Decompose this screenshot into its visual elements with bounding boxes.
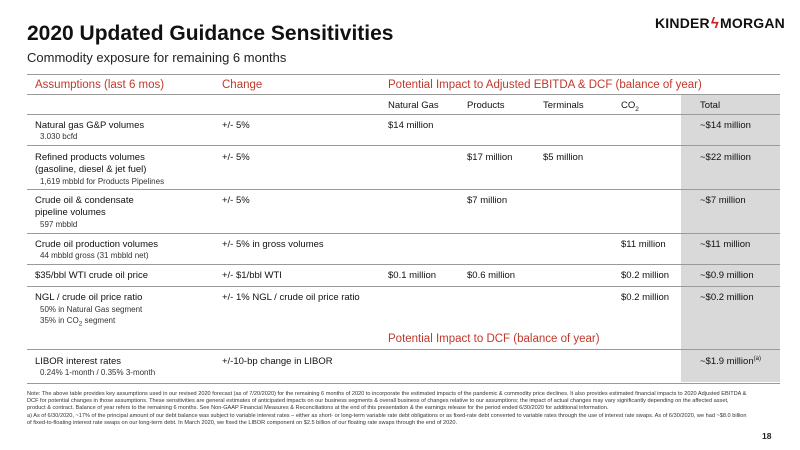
cell-total: ~$0.2 million (700, 292, 754, 303)
row-detail-2: 35% in CO2 segment (40, 316, 116, 328)
divider (27, 145, 780, 146)
footnote-a: a) As of 6/30/2020, ~17% of the principa… (27, 412, 747, 426)
row-label: NGL / crude oil price ratio (35, 292, 143, 303)
cell-natural-gas: $0.1 million (388, 270, 437, 281)
divider (27, 114, 780, 115)
lightning-bolt-icon: ϟ (710, 14, 720, 32)
row-label-line2: pipeline volumes (35, 207, 106, 218)
header-assumptions: Assumptions (last 6 mos) (35, 79, 165, 91)
cell-products: $17 million (467, 152, 513, 163)
cell-products: $0.6 million (467, 270, 516, 281)
row-label: LIBOR interest rates (35, 356, 122, 367)
row-change: +/- 5% (222, 152, 250, 163)
cell-natural-gas: $14 million (388, 120, 434, 131)
header-change: Change (222, 79, 263, 91)
row-detail: 0.24% 1-month / 0.35% 3-month (40, 368, 156, 377)
row-label: Natural gas G&P volumes (35, 120, 145, 131)
row-label: $35/bbl WTI crude oil price (35, 270, 148, 281)
row-change: +/- 5% in gross volumes (222, 239, 324, 250)
divider (27, 189, 780, 190)
cell-co2: $0.2 million (621, 270, 670, 281)
cell-total: ~$14 million (700, 120, 751, 131)
cell-total: ~$11 million (700, 239, 751, 250)
logo-text-left: KINDER (655, 15, 710, 31)
row-change: +/-10-bp change in LIBOR (222, 356, 333, 367)
row-detail: 3.030 bcfd (40, 132, 78, 141)
header-impact-dcf: Potential Impact to DCF (balance of year… (388, 333, 600, 345)
footnote-note: Note: The above table provides key assum… (27, 391, 747, 412)
cell-total: ~$22 million (700, 152, 751, 163)
divider (27, 264, 780, 265)
row-label: Refined products volumes (35, 152, 145, 163)
total-column-shading (681, 95, 780, 382)
row-label: Crude oil & condensate (35, 195, 134, 206)
cell-total: ~$7 million (700, 195, 746, 206)
page-number: 18 (762, 431, 772, 441)
divider (27, 74, 780, 75)
divider (27, 349, 780, 350)
subheader-total: Total (700, 100, 721, 111)
logo-text-right: MORGAN (720, 15, 785, 31)
cell-total: ~$0.9 million (700, 270, 754, 281)
cell-terminals: $5 million (543, 152, 584, 163)
row-label: Crude oil production volumes (35, 239, 159, 250)
row-detail: 50% in Natural Gas segment (40, 305, 143, 314)
subheader-co2: CO2 (621, 100, 639, 113)
row-detail: 44 mbbld gross (31 mbbld net) (40, 251, 149, 260)
cell-total: ~$1.9 million(a) (700, 356, 761, 368)
divider (27, 286, 780, 287)
row-change: +/- 5% (222, 195, 250, 206)
subheader-terminals: Terminals (543, 100, 584, 111)
kinder-morgan-logo: KINDER ϟ MORGAN (655, 12, 785, 34)
row-change: +/- 1% NGL / crude oil price ratio (222, 292, 360, 303)
subheader-products: Products (467, 100, 505, 111)
row-label-line2: (gasoline, diesel & jet fuel) (35, 164, 147, 175)
page-title: 2020 Updated Guidance Sensitivities (27, 22, 394, 45)
cell-co2: $11 million (621, 239, 666, 250)
divider (27, 233, 780, 234)
divider (27, 383, 780, 384)
row-detail: 597 mbbld (40, 220, 78, 229)
header-impact: Potential Impact to Adjusted EBITDA & DC… (388, 79, 702, 91)
row-change: +/- $1/bbl WTI (222, 270, 282, 281)
cell-products: $7 million (467, 195, 508, 206)
row-change: +/- 5% (222, 120, 250, 131)
row-detail: 1,619 mbbld for Products Pipelines (40, 177, 165, 186)
subheader-natural-gas: Natural Gas (388, 100, 439, 111)
divider (27, 94, 780, 95)
cell-co2: $0.2 million (621, 292, 670, 303)
footnotes: Note: The above table provides key assum… (27, 391, 747, 427)
page-subtitle: Commodity exposure for remaining 6 month… (27, 50, 287, 65)
